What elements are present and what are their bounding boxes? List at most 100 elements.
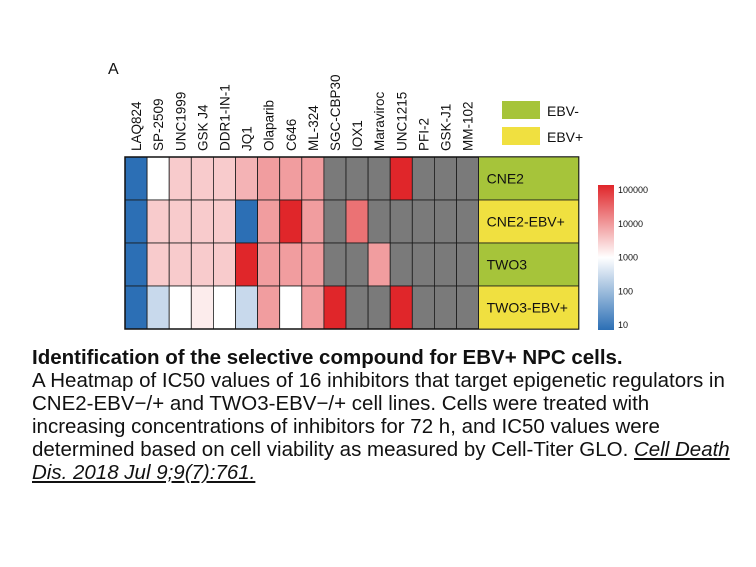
- heatmap-cell: [411, 199, 435, 244]
- group-legend-label: EBV-: [547, 103, 579, 119]
- heatmap-cells: [124, 156, 580, 330]
- heatmap-cell: [190, 285, 214, 330]
- heatmap-cell: [146, 199, 170, 244]
- heatmap-cell: [124, 285, 148, 330]
- heatmap-cell: [367, 285, 391, 330]
- heatmap-cell: [168, 285, 192, 330]
- color-scale-tick: 10000: [618, 219, 643, 229]
- heatmap-cell: [345, 285, 369, 330]
- heatmap-cell: [235, 156, 259, 201]
- color-scale-bar: [598, 185, 614, 330]
- heatmap-cell: [257, 199, 281, 244]
- column-label: LAQ824: [129, 101, 144, 151]
- color-scale-legend: 100000 10000 1000 100 10: [598, 185, 648, 330]
- heatmap-cell: [389, 242, 413, 287]
- heatmap-cell: [389, 156, 413, 201]
- row-label: TWO3: [487, 257, 528, 273]
- heatmap-cell: [212, 199, 236, 244]
- color-scale-tick: 100: [618, 286, 633, 296]
- column-label: C646: [284, 119, 299, 151]
- heatmap-cell: [367, 199, 391, 244]
- row-label-box: [478, 199, 580, 244]
- column-label: SGC-CBP30: [328, 74, 343, 151]
- figure-caption: Identification of the selective compound…: [32, 346, 732, 484]
- caption-title: Identification of the selective compound…: [32, 346, 623, 369]
- heatmap-cell: [146, 156, 170, 201]
- heatmap-cell: [301, 199, 325, 244]
- heatmap-cell: [411, 156, 435, 201]
- heatmap-cell: [389, 199, 413, 244]
- group-legend-label: EBV+: [547, 129, 583, 145]
- column-label: DDR1-IN-1: [217, 84, 232, 151]
- heatmap-cell: [257, 242, 281, 287]
- column-label: MM-102: [461, 101, 476, 151]
- heatmap-cell: [279, 242, 303, 287]
- column-label: PFI-2: [416, 118, 431, 151]
- row-label-box: [478, 285, 580, 330]
- heatmap-cell: [212, 156, 236, 201]
- heatmap-cell: [456, 156, 480, 201]
- panel-label: A: [108, 61, 119, 78]
- heatmap-cell: [433, 242, 457, 287]
- heatmap-cell: [212, 285, 236, 330]
- column-label: IOX1: [350, 120, 365, 151]
- heatmap-cell: [235, 199, 259, 244]
- heatmap-cell: [456, 199, 480, 244]
- column-label: GSK J4: [195, 104, 210, 151]
- heatmap-cell: [168, 156, 192, 201]
- column-label: GSK-J1: [438, 104, 453, 151]
- heatmap-cell: [190, 156, 214, 201]
- row-label: CNE2: [487, 171, 525, 187]
- heatmap-cell: [323, 285, 347, 330]
- color-scale-tick: 10: [618, 320, 628, 330]
- heatmap-cell: [433, 285, 457, 330]
- heatmap-cell: [411, 285, 435, 330]
- column-label: JQ1: [240, 126, 255, 151]
- heatmap-cell: [323, 156, 347, 201]
- heatmap-cell: [124, 199, 148, 244]
- row-label: CNE2-EBV+: [487, 214, 565, 230]
- heatmap-cell: [345, 242, 369, 287]
- column-label: ML-324: [306, 105, 321, 151]
- heatmap-cell: [257, 156, 281, 201]
- heatmap-cell: [367, 156, 391, 201]
- heatmap-cell: [257, 285, 281, 330]
- heatmap-cell: [345, 156, 369, 201]
- column-label: UNC1999: [173, 92, 188, 151]
- heatmap-cell: [168, 242, 192, 287]
- heatmap-figure: A LAQ824 SP-2509 UNC1999 GSK J4 DDR1-IN-1 JQ1…: [108, 61, 648, 330]
- heatmap-cell: [279, 199, 303, 244]
- column-label: Maraviroc: [372, 91, 387, 151]
- heatmap-cell: [124, 242, 148, 287]
- heatmap-cell: [301, 285, 325, 330]
- column-label: Olaparib: [262, 100, 277, 151]
- color-scale-tick: 1000: [618, 253, 638, 263]
- heatmap-cell: [345, 199, 369, 244]
- heatmap-cell: [146, 242, 170, 287]
- caption-body: A Heatmap of IC50 values of 16 inhibitor…: [32, 369, 725, 461]
- color-scale-tick: 100000: [618, 185, 648, 195]
- row-label: TWO3-EBV+: [487, 300, 568, 316]
- heatmap-cell: [301, 242, 325, 287]
- heatmap-cell: [279, 156, 303, 201]
- heatmap-cell: [323, 242, 347, 287]
- heatmap-cell: [456, 285, 480, 330]
- column-label: UNC1215: [394, 92, 409, 151]
- heatmap-cell: [411, 242, 435, 287]
- column-label: SP-2509: [151, 98, 166, 151]
- group-legend-swatch: [502, 127, 540, 145]
- row-labels: CNE2 CNE2-EBV+ TWO3 TWO3-EBV+: [478, 156, 580, 330]
- heatmap-cell: [124, 156, 148, 201]
- group-legend: EBV- EBV+: [502, 101, 583, 145]
- heatmap-cell: [146, 285, 170, 330]
- heatmap-cell: [323, 199, 347, 244]
- heatmap-cell: [168, 199, 192, 244]
- column-labels: LAQ824 SP-2509 UNC1999 GSK J4 DDR1-IN-1 JQ1 Ol…: [129, 74, 476, 151]
- caption-citation-link[interactable]: Cell Death Dis. 2018 Jul 9;9(7):761.: [32, 438, 730, 484]
- row-label-box: [478, 242, 580, 287]
- heatmap-cell: [279, 285, 303, 330]
- heatmap-cell: [367, 242, 391, 287]
- heatmap-cell: [389, 285, 413, 330]
- heatmap-cell: [235, 285, 259, 330]
- heatmap-cell: [212, 242, 236, 287]
